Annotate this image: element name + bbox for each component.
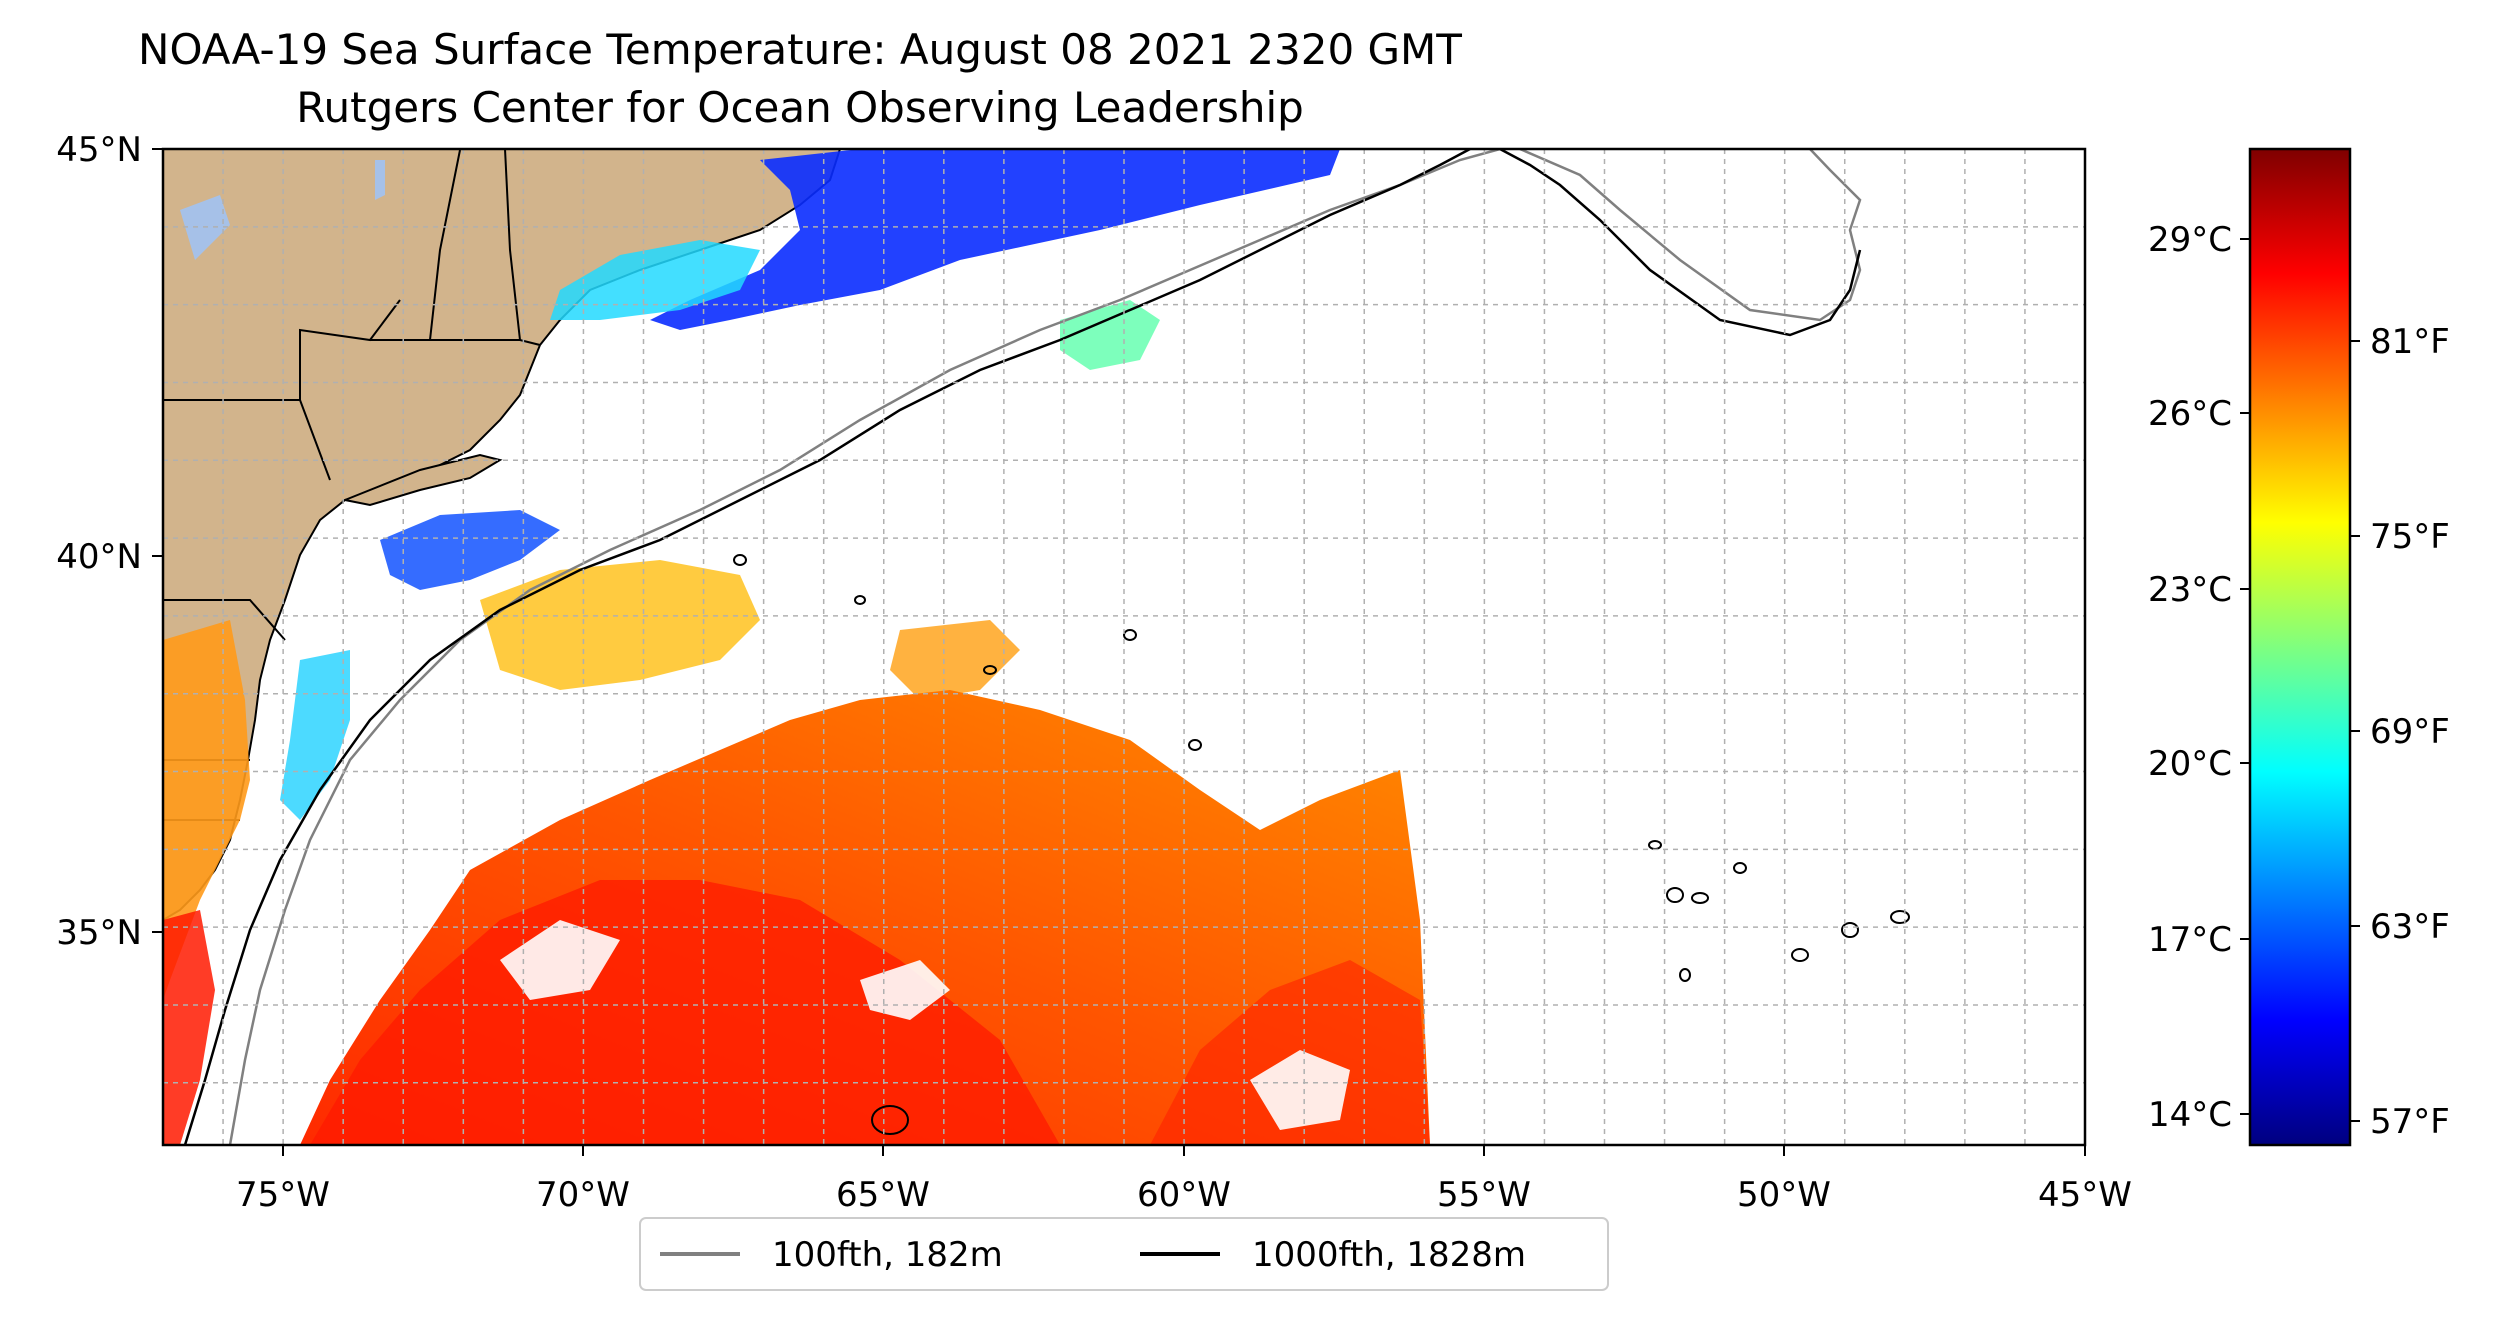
sst-red-core <box>310 880 1060 1145</box>
contour-legend: 100fth, 182m 1000fth, 1828m <box>639 1217 1609 1291</box>
lon-axis: 75°W 70°W 65°W 60°W 55°W 50°W 45°W <box>236 1145 2132 1215</box>
map-title: NOAA-19 Sea Surface Temperature: August … <box>138 25 1462 74</box>
lon-tick-label: 45°W <box>2038 1175 2132 1215</box>
lat-tick-label: 45°N <box>56 130 142 170</box>
sst-red-core <box>1150 960 1430 1145</box>
lat-tick-label: 40°N <box>56 537 142 577</box>
sst-green-patch <box>1060 300 1160 370</box>
colorbar-fahrenheit-label: 75°F <box>2370 517 2450 557</box>
sst-blue-patch <box>380 510 560 590</box>
colorbar-celsius-label: 14°C <box>2148 1095 2232 1135</box>
colorbar-gradient <box>2248 147 2352 1147</box>
colorbar-celsius-label: 26°C <box>2148 394 2232 434</box>
sst-coastal-red <box>163 910 215 1145</box>
legend-label-1000fth: 1000fth, 1828m <box>1252 1235 1526 1275</box>
sst-cold-patch <box>650 149 1340 330</box>
colorbar-fahrenheit-label: 81°F <box>2370 322 2450 362</box>
colorbar-fahrenheit-label: 57°F <box>2370 1102 2450 1142</box>
lat-axis: 45°N 40°N 35°N <box>56 130 163 953</box>
legend-label-100fth: 100fth, 182m <box>772 1235 1003 1275</box>
inland-water <box>375 160 385 200</box>
lon-tick-label: 75°W <box>236 1175 330 1215</box>
colorbar-fahrenheit-label: 63°F <box>2370 907 2450 947</box>
colorbar-celsius-label: 23°C <box>2148 570 2232 610</box>
colorbar-fahrenheit-label: 69°F <box>2370 712 2450 752</box>
contour-1000fth <box>183 149 1862 1145</box>
seamounts <box>733 554 1910 1135</box>
sst-cyan-patch <box>550 240 760 320</box>
sst-cyan-patch <box>280 650 350 820</box>
map-frame <box>161 147 2087 1147</box>
sst-mid-patch <box>480 560 760 690</box>
sst-coastal-warm <box>163 620 250 1000</box>
lon-tick-label: 60°W <box>1137 1175 1231 1215</box>
graticule-grid <box>163 149 2085 1145</box>
colorbar-celsius-label: 29°C <box>2148 220 2232 260</box>
sst-mid-patch <box>890 620 1020 700</box>
sst-gap <box>500 920 620 1000</box>
legend-box <box>639 1217 1609 1291</box>
lon-tick-label: 50°W <box>1737 1175 1831 1215</box>
lon-tick-label: 70°W <box>536 1175 630 1215</box>
lon-tick-label: 65°W <box>836 1175 930 1215</box>
contour-100fth <box>228 149 1862 1145</box>
colorbar-celsius-label: 20°C <box>2148 744 2232 784</box>
lat-tick-label: 35°N <box>56 913 142 953</box>
colorbar: 29°C 26°C 23°C 20°C 17°C 14°C 81°F 75°F … <box>2148 147 2450 1147</box>
sst-gap <box>1250 1050 1350 1130</box>
map-subtitle: Rutgers Center for Ocean Observing Leade… <box>296 83 1304 132</box>
lon-tick-label: 55°W <box>1437 1175 1531 1215</box>
colorbar-celsius-label: 17°C <box>2148 920 2232 960</box>
long-island <box>341 453 503 507</box>
